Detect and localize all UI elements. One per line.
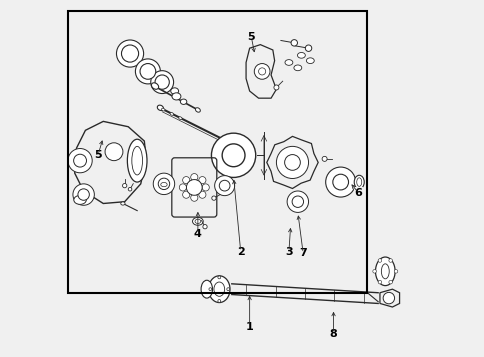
Circle shape bbox=[291, 196, 303, 207]
Ellipse shape bbox=[297, 52, 305, 58]
Circle shape bbox=[378, 259, 381, 262]
Circle shape bbox=[155, 75, 169, 89]
Circle shape bbox=[73, 184, 94, 205]
Circle shape bbox=[378, 280, 381, 284]
Circle shape bbox=[217, 300, 220, 302]
Circle shape bbox=[222, 144, 244, 167]
Circle shape bbox=[217, 276, 220, 279]
Ellipse shape bbox=[285, 60, 292, 65]
Ellipse shape bbox=[380, 264, 389, 279]
Circle shape bbox=[128, 187, 132, 191]
Circle shape bbox=[290, 40, 297, 46]
Circle shape bbox=[78, 189, 89, 200]
Ellipse shape bbox=[180, 99, 186, 104]
Circle shape bbox=[74, 154, 86, 167]
Circle shape bbox=[121, 45, 138, 62]
Circle shape bbox=[388, 259, 392, 262]
Ellipse shape bbox=[293, 65, 301, 71]
Ellipse shape bbox=[157, 105, 163, 110]
Ellipse shape bbox=[121, 202, 125, 205]
Circle shape bbox=[227, 288, 229, 291]
Circle shape bbox=[116, 40, 143, 67]
Ellipse shape bbox=[208, 276, 229, 303]
Ellipse shape bbox=[192, 217, 203, 225]
Circle shape bbox=[287, 191, 308, 212]
Circle shape bbox=[372, 270, 376, 273]
Text: 1: 1 bbox=[245, 322, 253, 332]
Ellipse shape bbox=[306, 58, 314, 64]
Ellipse shape bbox=[132, 146, 142, 175]
Text: 4: 4 bbox=[194, 229, 201, 239]
Ellipse shape bbox=[356, 178, 361, 186]
Circle shape bbox=[219, 180, 229, 191]
Ellipse shape bbox=[161, 108, 165, 111]
Text: 5: 5 bbox=[94, 150, 102, 160]
Ellipse shape bbox=[213, 282, 224, 296]
Text: 8: 8 bbox=[329, 329, 337, 339]
Ellipse shape bbox=[375, 257, 394, 286]
Ellipse shape bbox=[160, 182, 167, 187]
Text: 2: 2 bbox=[236, 247, 244, 257]
Circle shape bbox=[202, 225, 207, 229]
Circle shape bbox=[153, 173, 174, 195]
Circle shape bbox=[382, 292, 394, 304]
Ellipse shape bbox=[170, 88, 178, 94]
Circle shape bbox=[284, 155, 300, 170]
Circle shape bbox=[158, 178, 169, 190]
Circle shape bbox=[190, 194, 197, 201]
Circle shape bbox=[276, 146, 308, 178]
Circle shape bbox=[122, 183, 127, 188]
Text: 7: 7 bbox=[299, 248, 306, 258]
Circle shape bbox=[68, 149, 92, 173]
Circle shape bbox=[135, 59, 160, 84]
Circle shape bbox=[209, 288, 212, 291]
Ellipse shape bbox=[201, 280, 212, 298]
Ellipse shape bbox=[74, 195, 86, 204]
Ellipse shape bbox=[178, 117, 182, 120]
Circle shape bbox=[198, 177, 206, 184]
Circle shape bbox=[332, 174, 348, 190]
Ellipse shape bbox=[195, 219, 200, 223]
Circle shape bbox=[273, 85, 278, 90]
Circle shape bbox=[140, 64, 155, 79]
Ellipse shape bbox=[353, 175, 363, 189]
Circle shape bbox=[182, 191, 189, 198]
Ellipse shape bbox=[151, 83, 158, 89]
Circle shape bbox=[214, 176, 234, 196]
Circle shape bbox=[105, 143, 122, 161]
Ellipse shape bbox=[195, 108, 200, 112]
Circle shape bbox=[321, 156, 326, 161]
Circle shape bbox=[198, 191, 206, 198]
Bar bbox=[67, 11, 367, 293]
Circle shape bbox=[305, 45, 311, 51]
Text: 3: 3 bbox=[285, 247, 292, 257]
Ellipse shape bbox=[170, 112, 173, 115]
Circle shape bbox=[179, 184, 186, 191]
Circle shape bbox=[190, 174, 197, 181]
Circle shape bbox=[254, 64, 270, 79]
Ellipse shape bbox=[127, 139, 147, 182]
Text: 5: 5 bbox=[247, 32, 255, 42]
Circle shape bbox=[325, 167, 355, 197]
Circle shape bbox=[211, 133, 255, 177]
Circle shape bbox=[151, 71, 173, 94]
Text: 6: 6 bbox=[354, 188, 362, 198]
Ellipse shape bbox=[172, 93, 181, 100]
Circle shape bbox=[182, 177, 189, 184]
Circle shape bbox=[202, 184, 209, 191]
Circle shape bbox=[212, 196, 216, 200]
Circle shape bbox=[186, 180, 202, 195]
Circle shape bbox=[258, 68, 265, 75]
Circle shape bbox=[388, 280, 392, 284]
Circle shape bbox=[393, 270, 397, 273]
